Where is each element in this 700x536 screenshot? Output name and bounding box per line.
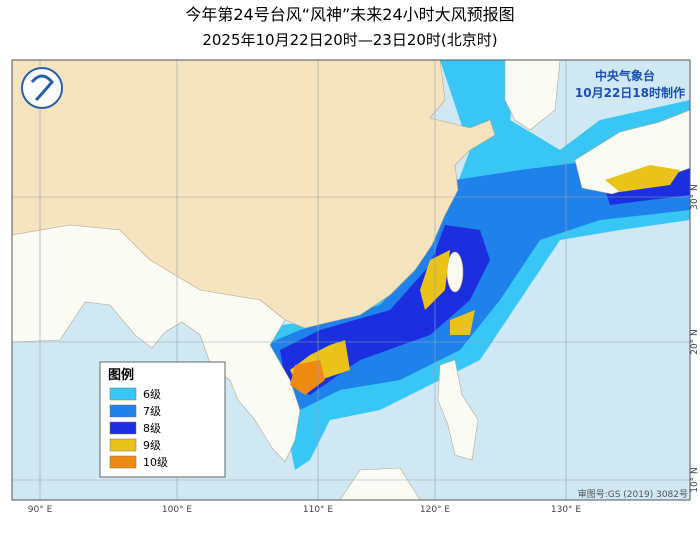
map xyxy=(12,60,690,500)
legend-swatch xyxy=(109,438,137,452)
zone-10 xyxy=(290,360,325,395)
lat-label: 30° N xyxy=(690,184,700,210)
subtitle: 2025年10月22日20时—23日20时(北京时) xyxy=(202,31,497,49)
issued: 10月22日18时制作 xyxy=(575,85,685,100)
land xyxy=(437,359,479,461)
lat-label: 10° N xyxy=(690,467,700,493)
legend-swatch xyxy=(109,387,137,401)
legend-swatch xyxy=(109,404,137,418)
lon-label: 130° E xyxy=(551,505,582,515)
lon-labels: 90° E 100° E 110° E 120° E 130° E xyxy=(28,505,582,515)
lat-labels: 30° N 20° N 10° N xyxy=(690,184,700,493)
land xyxy=(446,251,464,293)
land xyxy=(504,60,561,131)
legend-swatch xyxy=(109,455,137,469)
wind-zones-strong xyxy=(290,165,680,395)
legend-label: 7级 xyxy=(143,405,161,418)
legend-label: 6级 xyxy=(143,388,161,401)
legend-label: 8级 xyxy=(143,422,161,435)
land xyxy=(12,224,301,463)
lon-label: 90° E xyxy=(28,505,53,515)
legend-swatch xyxy=(109,421,137,435)
lon-label: 100° E xyxy=(162,505,193,515)
frame xyxy=(11,59,691,501)
approval: 审图号:GS (2019) 3082号 xyxy=(578,488,688,500)
zone-9 xyxy=(290,165,680,390)
lat-label: 20° N xyxy=(690,329,700,355)
lon-label: 110° E xyxy=(303,505,334,515)
legend-label: 9级 xyxy=(143,439,161,452)
zone-8 xyxy=(280,150,690,395)
agency: 中央气象台 xyxy=(595,68,655,83)
logo-mark xyxy=(30,74,54,102)
logo xyxy=(21,67,63,109)
title: 今年第24号台风“风神”未来24小时大风预报图 xyxy=(185,5,514,24)
legend-label: 10级 xyxy=(143,456,168,469)
legend-title: 图例 xyxy=(108,367,134,383)
legend: 图例 6级 7级 8级 9级 10级 xyxy=(99,361,226,478)
lon-label: 120° E xyxy=(420,505,451,515)
